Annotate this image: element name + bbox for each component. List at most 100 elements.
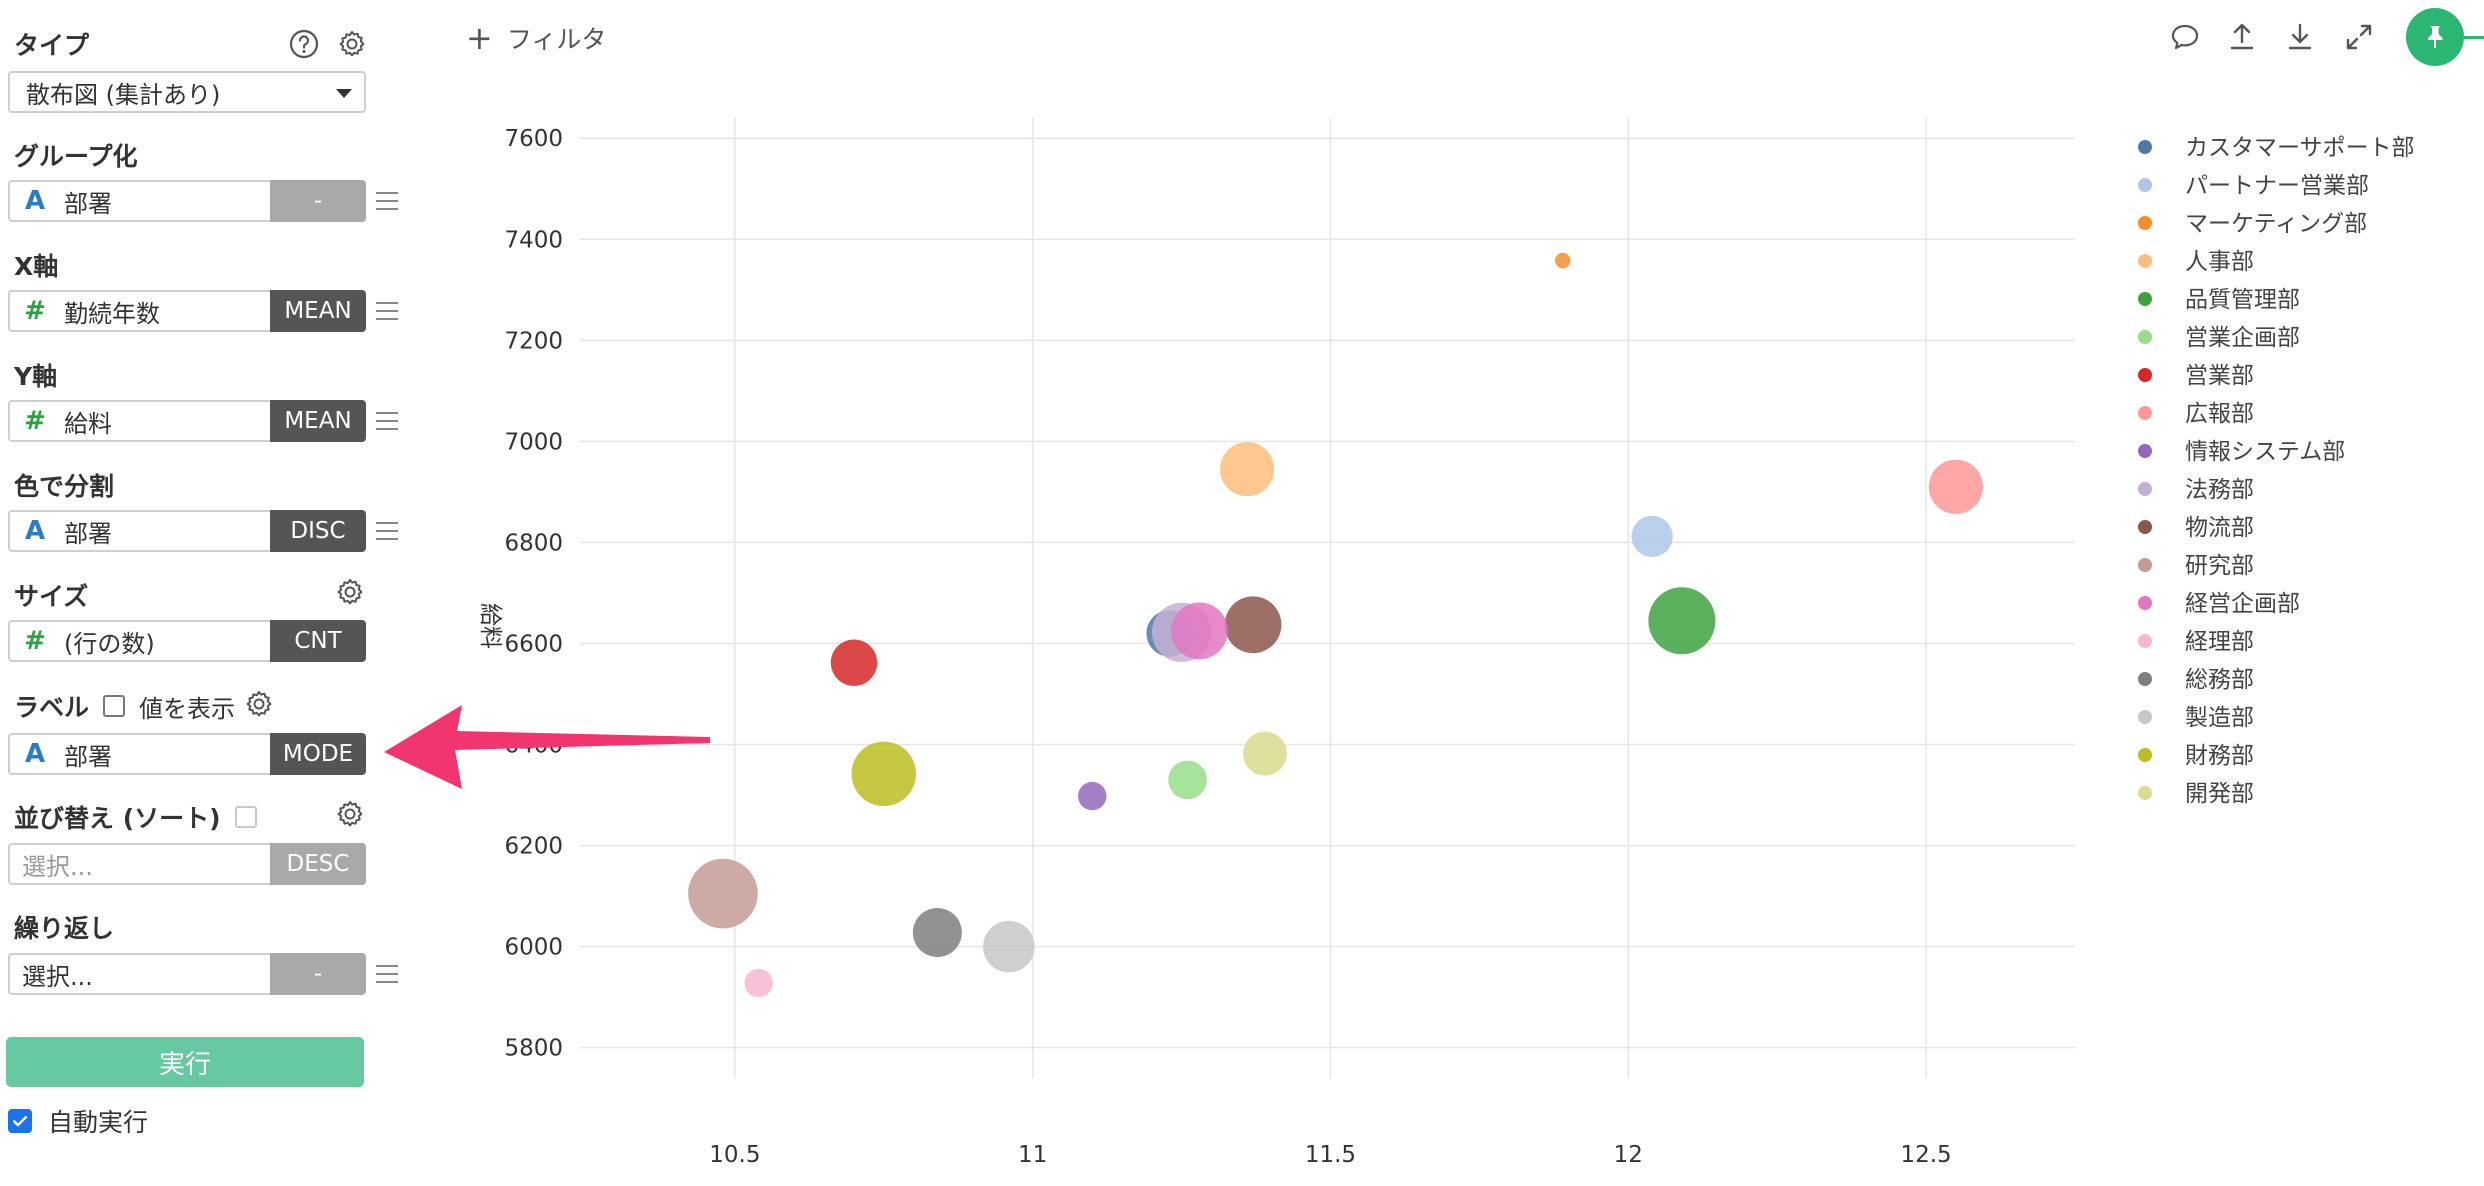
legend-marker [2138, 520, 2152, 534]
data-point[interactable] [1928, 459, 1983, 514]
data-point[interactable] [912, 907, 962, 958]
add-filter-button[interactable]: + フィルタ [466, 20, 606, 56]
y-tick-label: 6600 [504, 631, 563, 657]
show-values-checkbox[interactable] [103, 695, 126, 717]
data-point[interactable] [1243, 731, 1287, 776]
group-drag-handle-icon[interactable] [376, 192, 398, 210]
data-point[interactable] [983, 920, 1035, 973]
chevron-down-icon [336, 89, 352, 98]
legend-item-label: 広報部 [2185, 401, 2254, 427]
upload-icon[interactable] [2225, 20, 2259, 54]
chart-type-value: 散布図 (集計あり) [26, 80, 221, 109]
data-point[interactable] [1555, 252, 1571, 269]
legend-item-label: 営業部 [2185, 363, 2254, 389]
x-axis-drag-handle-icon[interactable] [376, 302, 398, 320]
size-field-input[interactable]: # (行の数) [8, 620, 270, 662]
auto-run-label: 自動実行 [48, 1108, 149, 1137]
y-axis-ticks: 5800 6000 6200 6400 6600 6800 7000 7200 7400 7600 [504, 126, 563, 1061]
sort-checkbox[interactable] [234, 806, 257, 828]
legend-item-label: 物流部 [2185, 515, 2254, 541]
data-point[interactable] [1168, 760, 1207, 800]
data-point[interactable] [1078, 781, 1107, 811]
legend-marker [2138, 672, 2152, 686]
data-point[interactable] [851, 741, 917, 807]
y-tick-label: 7200 [504, 328, 563, 354]
color-field-input[interactable]: A 部署 [8, 510, 270, 552]
legend-item-label: 総務部 [2185, 667, 2254, 693]
type-section-title: タイプ [14, 31, 90, 60]
x-axis-ticks: 10.5 11 11.5 12 12.5 [709, 1142, 1951, 1168]
legend: カスタマーサポート部パートナー営業部マーケティング部人事部品質管理部営業企画部営… [2138, 135, 2415, 807]
legend-item-label: 経営企画部 [2185, 591, 2300, 617]
help-icon[interactable] [288, 28, 320, 60]
chart-type-select[interactable]: 散布図 (集計あり) [8, 71, 366, 113]
y-tick-label: 6200 [504, 834, 563, 860]
label-field-input[interactable]: A 部署 [8, 733, 270, 775]
y-tick-label: 5800 [504, 1036, 563, 1062]
plus-icon: + [466, 19, 493, 57]
data-point[interactable] [688, 858, 758, 929]
legend-marker [2138, 634, 2152, 648]
color-field-row: A 部署 DISC [8, 510, 366, 552]
y-axis-field-input[interactable]: # 給料 [8, 400, 270, 442]
color-agg-button[interactable]: DISC [270, 510, 366, 552]
legend-marker [2138, 444, 2152, 458]
expand-icon[interactable] [2342, 20, 2376, 54]
legend-item-label: 製造部 [2185, 705, 2254, 731]
download-icon[interactable] [2283, 20, 2317, 54]
size-settings-gear-icon[interactable] [334, 576, 366, 608]
legend-marker [2138, 710, 2152, 724]
label-settings-gear-icon[interactable] [243, 688, 275, 720]
run-button[interactable]: 実行 [6, 1037, 364, 1087]
x-tick-label: 10.5 [709, 1142, 760, 1168]
group-agg-button[interactable]: - [270, 180, 366, 222]
color-field-name: 部署 [64, 519, 112, 548]
legend-item-label: パートナー営業部 [2185, 173, 2369, 199]
group-field-input[interactable]: A 部署 [8, 180, 270, 222]
show-values-label: 値を表示 [139, 694, 236, 723]
data-point[interactable] [830, 639, 878, 686]
data-point[interactable] [1648, 587, 1716, 655]
sort-settings-gear-icon[interactable] [334, 798, 366, 830]
y-axis-drag-handle-icon[interactable] [376, 412, 398, 430]
x-tick-label: 11.5 [1305, 1142, 1356, 1168]
sort-field-input[interactable]: 選択... [8, 843, 270, 885]
x-tick-label: 11 [1018, 1142, 1047, 1168]
auto-run-option[interactable]: 自動実行 [8, 1103, 148, 1139]
legend-marker [2138, 786, 2152, 800]
repeat-field-row: 選択... - [8, 953, 366, 995]
x-axis-section-title: X軸 [14, 252, 59, 281]
data-point[interactable] [1219, 442, 1275, 497]
legend-marker [2138, 292, 2152, 306]
sort-order-button[interactable]: DESC [270, 843, 366, 885]
legend-item-label: 開発部 [2185, 781, 2254, 807]
y-axis-field-row: # 給料 MEAN [8, 400, 366, 442]
data-points [688, 252, 1983, 998]
y-axis-agg-button[interactable]: MEAN [270, 400, 366, 442]
auto-run-checkbox[interactable] [8, 1109, 32, 1133]
type-settings-gear-icon[interactable] [336, 28, 368, 60]
label-field-name: 部署 [64, 742, 112, 771]
repeat-drag-handle-icon[interactable] [376, 965, 398, 983]
color-drag-handle-icon[interactable] [376, 522, 398, 540]
pin-icon[interactable] [2406, 8, 2464, 66]
data-point[interactable] [1171, 602, 1228, 660]
legend-item-label: カスタマーサポート部 [2185, 135, 2415, 161]
x-axis-agg-button[interactable]: MEAN [270, 290, 366, 332]
group-field-row: A 部署 - [8, 180, 366, 222]
x-axis-field-input[interactable]: # 勤続年数 [8, 290, 270, 332]
size-agg-button[interactable]: CNT [270, 620, 366, 662]
repeat-agg-button[interactable]: - [270, 953, 366, 995]
data-point[interactable] [1224, 596, 1282, 654]
sort-field-row: 選択... DESC [8, 843, 366, 885]
label-agg-button[interactable]: MODE [270, 733, 366, 775]
y-tick-label: 6400 [504, 733, 563, 759]
data-point[interactable] [744, 968, 773, 998]
group-section-title: グループ化 [14, 142, 138, 171]
legend-marker [2138, 254, 2152, 268]
comment-icon[interactable] [2168, 20, 2202, 54]
data-point[interactable] [1631, 515, 1673, 558]
number-type-icon: # [24, 296, 46, 326]
repeat-field-input[interactable]: 選択... [8, 953, 270, 995]
